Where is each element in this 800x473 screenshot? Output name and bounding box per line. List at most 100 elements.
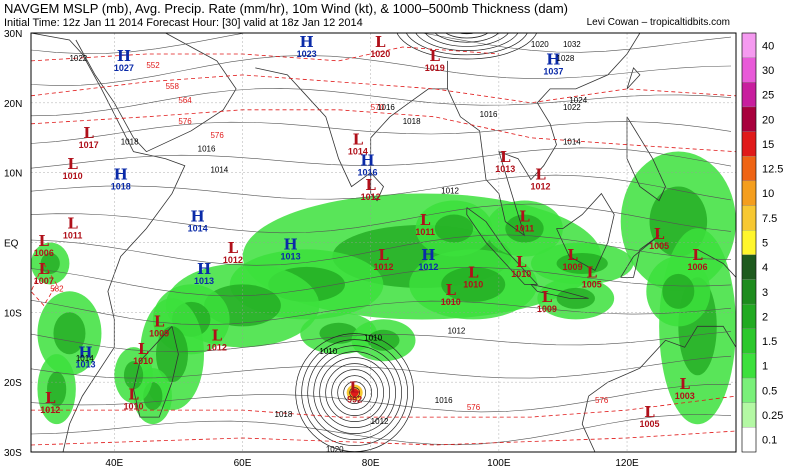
coastline bbox=[31, 33, 186, 452]
high-isobar bbox=[459, 22, 475, 29]
coastline bbox=[626, 67, 641, 90]
center-pressure-value: 1009 bbox=[537, 304, 557, 314]
center-pressure-value: 1018 bbox=[111, 182, 131, 192]
precip-core bbox=[662, 273, 695, 309]
colorbar-swatch bbox=[741, 32, 757, 58]
colorbar-swatch bbox=[741, 156, 757, 182]
lat-tick-label: 20S bbox=[4, 378, 22, 389]
center-letter: L bbox=[468, 263, 479, 281]
colorbar-label: 1.5 bbox=[762, 336, 777, 348]
cyclone-isobar bbox=[319, 357, 391, 428]
center-letter: L bbox=[138, 340, 149, 358]
colorbar-swatch bbox=[741, 402, 757, 428]
colorbar-swatch bbox=[741, 427, 757, 453]
center-letter: H bbox=[421, 246, 435, 264]
center-letter: L bbox=[654, 225, 665, 243]
isobar-value-label: 1022 bbox=[69, 54, 87, 63]
isobar-line bbox=[31, 383, 732, 413]
thickness-label: 576 bbox=[467, 403, 481, 412]
center-letter: L bbox=[378, 246, 389, 264]
center-pressure-value: 1013 bbox=[75, 360, 95, 370]
center-pressure-value: 1010 bbox=[133, 356, 153, 366]
isobar-layer bbox=[31, 22, 732, 452]
center-letter: L bbox=[644, 403, 655, 421]
cyclone-isobar bbox=[325, 363, 385, 422]
center-letter: L bbox=[154, 312, 165, 330]
cyclone-isobar bbox=[349, 387, 361, 398]
center-pressure-value: 1010 bbox=[63, 171, 83, 181]
coastline bbox=[75, 33, 237, 153]
colorbar-swatch bbox=[741, 57, 757, 83]
isobar-value-label: 1012 bbox=[371, 417, 389, 426]
isobar-value-label: 1028 bbox=[557, 54, 575, 63]
lat-tick-label: 30S bbox=[4, 448, 22, 459]
lat-tick-label: 10N bbox=[4, 169, 22, 180]
center-pressure-value: 1013 bbox=[194, 276, 214, 286]
center-pressure-value: 1011 bbox=[415, 227, 435, 237]
center-pressure-value: 1013 bbox=[495, 164, 515, 174]
isobar-value-label: 1020 bbox=[326, 445, 344, 454]
isobar-line bbox=[31, 88, 732, 117]
center-letter: H bbox=[546, 50, 560, 68]
colorbar-label: 40 bbox=[762, 40, 774, 52]
thickness-line bbox=[31, 263, 58, 307]
colorbar-label: 25 bbox=[762, 90, 774, 102]
axis-labels: 30N 20N 10N EQ 10S 20S 30S 40E 60E 80E 100E 120E bbox=[4, 29, 639, 469]
coastline bbox=[556, 192, 615, 271]
land-outlines bbox=[31, 33, 736, 452]
isobar-line bbox=[31, 203, 732, 234]
colorbar-label: 0.25 bbox=[762, 410, 783, 422]
colorbar-label: 10 bbox=[762, 188, 774, 200]
center-pressure-value: 1010 bbox=[124, 402, 144, 412]
isobar-value-label: 1012 bbox=[448, 326, 466, 335]
center-pressure-value: 992 bbox=[347, 395, 362, 405]
colorbar-label: 12.5 bbox=[762, 164, 783, 176]
colorbar-label: 5 bbox=[762, 238, 768, 250]
center-pressure-value: 1012 bbox=[207, 342, 227, 352]
center-pressure-value: 1016 bbox=[357, 168, 377, 178]
isobar-value-label: 1012 bbox=[441, 187, 459, 196]
coastline bbox=[620, 235, 660, 278]
center-pressure-value: 1012 bbox=[418, 262, 438, 272]
coastline bbox=[581, 396, 596, 452]
center-letter: H bbox=[299, 33, 313, 51]
isobar-labels: 1022 1018 1018 1016 1016 1016 1014 1014 1014 1012… bbox=[69, 40, 587, 454]
center-letter: L bbox=[429, 47, 440, 65]
precip-core bbox=[156, 326, 188, 383]
lon-tick-label: 40E bbox=[105, 458, 123, 469]
colorbar-swatch bbox=[741, 131, 757, 157]
center-pressure-value: 1010 bbox=[511, 269, 531, 279]
high-isobar bbox=[424, 33, 509, 47]
isobar-value-label: 1016 bbox=[435, 396, 453, 405]
colorbar-label: 0.1 bbox=[762, 435, 777, 447]
thickness-label: 552 bbox=[146, 61, 160, 70]
center-pressure-value: 1010 bbox=[441, 297, 461, 307]
center-pressure-value: 1012 bbox=[223, 255, 243, 265]
center-letter: L bbox=[39, 260, 50, 278]
thickness-line bbox=[31, 46, 499, 62]
isobar-value-label: 1014 bbox=[210, 166, 228, 175]
high-isobar bbox=[405, 33, 528, 56]
isobar-line bbox=[31, 414, 732, 446]
isobar-value-label: 1010 bbox=[319, 347, 337, 356]
colorbar-swatch bbox=[741, 254, 757, 280]
thickness-label: 576 bbox=[595, 396, 609, 405]
thickness-line bbox=[31, 74, 736, 104]
center-letter: L bbox=[365, 176, 376, 194]
